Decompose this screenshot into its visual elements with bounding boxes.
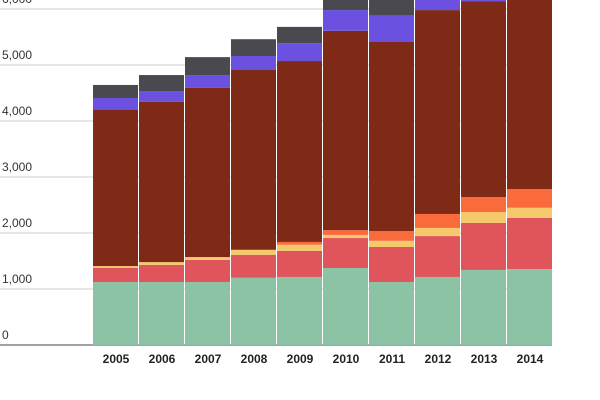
bar-segment bbox=[461, 269, 506, 345]
y-tick-label: 4,000 bbox=[2, 104, 32, 118]
x-tick-label: 2008 bbox=[241, 352, 268, 366]
x-tick-label: 2007 bbox=[195, 352, 222, 366]
y-tick-label: 0 bbox=[2, 328, 9, 342]
bar-segment bbox=[369, 231, 414, 241]
bar-segment bbox=[93, 84, 138, 99]
bar-segment bbox=[369, 42, 414, 232]
bar-segment bbox=[323, 234, 368, 239]
bar-segment bbox=[323, 267, 368, 345]
x-tick-label: 2013 bbox=[471, 352, 498, 366]
bar-segment bbox=[93, 109, 138, 267]
bar-segment bbox=[139, 281, 184, 345]
bar-segment bbox=[415, 227, 460, 237]
bar-segment bbox=[461, 211, 506, 223]
y-tick-label: 3,000 bbox=[2, 160, 32, 174]
bar-segment bbox=[277, 244, 322, 251]
bar-segment bbox=[415, 276, 460, 345]
y-tick-label: 1,000 bbox=[2, 272, 32, 286]
bar-segment bbox=[93, 98, 138, 110]
bar-segment bbox=[93, 281, 138, 345]
bar-segment bbox=[231, 56, 276, 71]
bar-segment bbox=[507, 0, 552, 190]
bar-segment bbox=[415, 10, 460, 214]
bar-segment bbox=[461, 222, 506, 270]
bar-segment bbox=[507, 217, 552, 270]
y-tick-label: 6,000 bbox=[2, 0, 32, 6]
bar-segment bbox=[277, 61, 322, 242]
bar-segment bbox=[231, 254, 276, 278]
bar-segment bbox=[369, 281, 414, 345]
bar-segment bbox=[231, 277, 276, 345]
bar-segment bbox=[323, 10, 368, 31]
labels: 0 1,000 2,000 3,000 4,000 5,000 6,000 2005 2006 2… bbox=[2, 0, 544, 366]
y-tick-label: 2,000 bbox=[2, 216, 32, 230]
bar-segment bbox=[185, 57, 230, 76]
x-tick-label: 2009 bbox=[287, 352, 314, 366]
x-tick-label: 2012 bbox=[425, 352, 452, 366]
bar-segment bbox=[461, 0, 506, 2]
bar-segment bbox=[369, 15, 414, 43]
bar-segment bbox=[185, 257, 230, 260]
bar-segment bbox=[139, 262, 184, 265]
x-tick-label: 2005 bbox=[103, 352, 130, 366]
bar-segment bbox=[93, 267, 138, 282]
bar-segment bbox=[507, 207, 552, 218]
bar-segment bbox=[415, 236, 460, 277]
bar-segment bbox=[277, 241, 322, 245]
bar-segment bbox=[139, 101, 184, 263]
bar-segment bbox=[139, 264, 184, 282]
bar-segment bbox=[185, 75, 230, 88]
bar-segment bbox=[139, 75, 184, 92]
bar-segment bbox=[231, 249, 276, 255]
x-tick-label: 2014 bbox=[517, 352, 544, 366]
bar-segment bbox=[323, 0, 368, 11]
bar-segment bbox=[277, 250, 322, 277]
x-tick-label: 2006 bbox=[149, 352, 176, 366]
bar-segment bbox=[277, 43, 322, 62]
bar-segment bbox=[415, 0, 460, 11]
bar-segment bbox=[369, 0, 414, 16]
bar-segment bbox=[369, 240, 414, 247]
bar-segment bbox=[185, 281, 230, 345]
bar-segment bbox=[323, 238, 368, 268]
bar-segment bbox=[323, 230, 368, 235]
bar-segment bbox=[323, 30, 368, 231]
bar-segment bbox=[139, 91, 184, 102]
bar-segment bbox=[231, 39, 276, 57]
bar-segment bbox=[277, 276, 322, 345]
bar-segment bbox=[231, 70, 276, 250]
x-tick-label: 2011 bbox=[379, 352, 405, 366]
bar-segment bbox=[93, 266, 138, 268]
bar-segment bbox=[277, 26, 322, 44]
bar-segment bbox=[507, 269, 552, 345]
x-tick-label: 2010 bbox=[333, 352, 360, 366]
bar-segment bbox=[461, 197, 506, 212]
bar-segment bbox=[415, 213, 460, 228]
bar-segment bbox=[507, 189, 552, 208]
bars bbox=[93, 0, 552, 345]
bar-segment bbox=[185, 259, 230, 282]
y-tick-label: 5,000 bbox=[2, 48, 32, 62]
bar-segment bbox=[369, 246, 414, 282]
bar-segment bbox=[461, 1, 506, 198]
bar-segment bbox=[185, 87, 230, 258]
